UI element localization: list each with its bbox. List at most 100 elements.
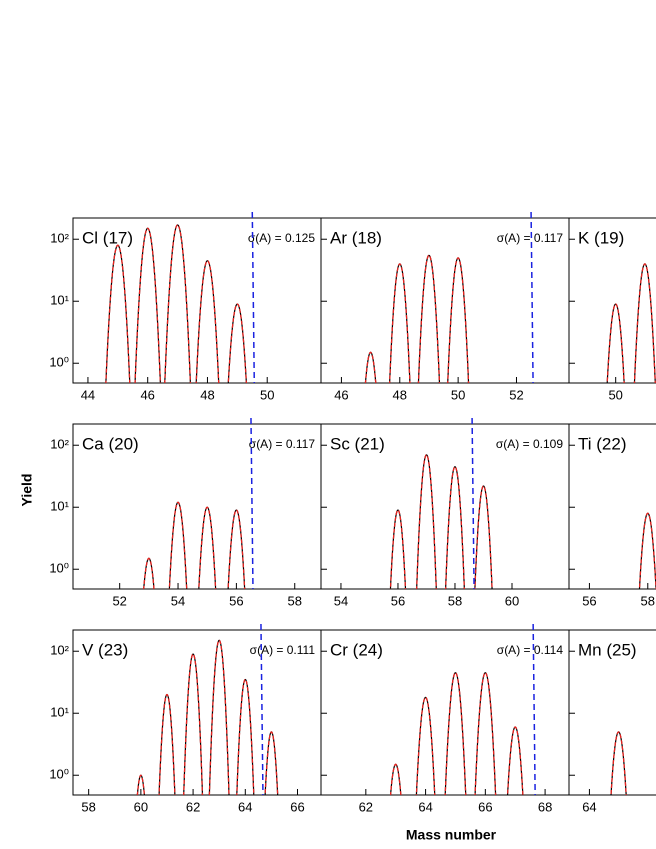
y-tick-label: 10⁰ (49, 767, 69, 782)
x-tick-label: 44 (81, 387, 95, 402)
panel-frame (568, 217, 656, 384)
panel-frame (568, 423, 656, 590)
panel: 54 56 58 60 Sc (21) σ(A) = 0.109 (320, 417, 570, 608)
panel-title: Cr (24) (330, 640, 383, 659)
panel-title: Sc (21) (330, 434, 385, 453)
panel-title: Ar (18) (330, 228, 382, 247)
histogram-peak (445, 466, 465, 589)
fit-curve (389, 509, 407, 589)
fit-curve (236, 678, 255, 795)
x-tick-label: 46 (334, 387, 348, 402)
fit-curve (638, 512, 656, 589)
x-tick-label: 48 (200, 387, 214, 402)
x-tick-label: 58 (288, 593, 302, 608)
cutoff-line (250, 417, 254, 590)
sigma-annotation: σ(A) = 0.125 (248, 231, 315, 245)
panel: 62 64 66 68 Cr (24) σ(A) = 0.114 (320, 623, 570, 814)
x-tick-label: 68 (538, 799, 552, 814)
fit-curve (506, 726, 524, 795)
histogram-peak (389, 509, 407, 589)
histogram-peak (474, 672, 497, 795)
sigma-annotation: σ(A) = 0.114 (497, 643, 564, 657)
histogram-peak (134, 227, 161, 383)
y-tick-label: 10² (50, 231, 69, 246)
y-tick-label: 10² (50, 437, 69, 452)
fit-curve (227, 509, 246, 589)
fit-curve (227, 303, 248, 383)
panel: 10⁰ 10¹ 10² 44 46 48 50 Cl (17) σ(A) = 0.125 (49, 211, 322, 402)
x-tick-label: 58 (641, 593, 655, 608)
fit-curve (195, 260, 220, 383)
x-tick-label: 66 (478, 799, 492, 814)
x-tick-label: 50 (260, 387, 274, 402)
histogram-peak (610, 731, 627, 795)
fit-curve (198, 506, 217, 589)
x-axis-title: Mass number (406, 827, 497, 843)
histogram-peak (208, 639, 230, 795)
histogram-peak (164, 224, 192, 383)
x-tick-label: 56 (391, 593, 405, 608)
x-tick-label: 50 (451, 387, 465, 402)
x-tick-label: 62 (359, 799, 373, 814)
histogram-peak (136, 774, 145, 795)
x-tick-label: 58 (81, 799, 95, 814)
y-axis-title: Yield (19, 474, 35, 507)
sigma-annotation: σ(A) = 0.109 (496, 437, 563, 451)
x-tick-label: 46 (140, 387, 154, 402)
x-tick-label: 62 (186, 799, 200, 814)
y-tick-label: 10⁰ (49, 561, 69, 576)
x-tick-label: 58 (448, 593, 462, 608)
fit-curve (364, 351, 377, 383)
histogram-peak (415, 696, 436, 795)
cutoff-line (532, 623, 536, 796)
histogram-peak (227, 509, 246, 589)
histogram-peak (506, 726, 524, 795)
histogram-peak (227, 303, 247, 383)
panel-title: Ti (22) (578, 434, 627, 453)
panel: 64 Mn (25) (568, 629, 656, 814)
fit-curve (415, 696, 436, 795)
sigma-annotation: σ(A) = 0.111 (250, 643, 316, 657)
panel-title: Mn (25) (578, 640, 637, 659)
panel: 10⁰ 10¹ 10² 58 60 62 64 66 V (23) σ(A) = 0.111 (49, 623, 322, 814)
histogram-peak (183, 653, 204, 795)
panel-frame (568, 629, 656, 796)
fit-curve (447, 257, 470, 383)
x-tick-label: 56 (582, 593, 596, 608)
x-tick-label: 56 (229, 593, 243, 608)
fit-curve (158, 693, 176, 795)
x-tick-label: 60 (134, 799, 148, 814)
cutoff-line (260, 623, 264, 796)
cutoff-line (530, 211, 534, 384)
histogram-peak (198, 506, 217, 589)
cutoff-line (251, 211, 256, 384)
x-tick-label: 52 (509, 387, 523, 402)
y-tick-label: 10¹ (50, 499, 69, 514)
x-tick-label: 64 (418, 799, 432, 814)
panel-title: K (19) (578, 228, 624, 247)
x-tick-label: 50 (608, 387, 622, 402)
y-tick-label: 10² (50, 643, 69, 658)
fit-curve (633, 263, 656, 383)
x-tick-label: 60 (505, 593, 519, 608)
fit-curve (168, 501, 188, 589)
fit-curve (474, 485, 493, 589)
histogram-peak (444, 672, 467, 795)
x-tick-label: 54 (334, 593, 348, 608)
fit-curve (610, 731, 627, 795)
x-tick-label: 54 (171, 593, 185, 608)
x-tick-label: 52 (112, 593, 126, 608)
y-tick-label: 10¹ (50, 705, 69, 720)
x-tick-label: 64 (238, 799, 252, 814)
fit-curve (606, 303, 625, 383)
panel: 10⁰ 10¹ 10² 52 54 56 58 Ca (20) σ(A) = 0.117 (49, 417, 322, 608)
fit-curve (183, 653, 204, 795)
x-tick-label: 66 (290, 799, 304, 814)
sigma-annotation: σ(A) = 0.117 (497, 231, 564, 245)
panel: 56 58 Ti (22) (568, 423, 656, 608)
fit-curve (389, 763, 402, 795)
fit-curve (388, 263, 411, 383)
cutoff-line (471, 417, 475, 590)
